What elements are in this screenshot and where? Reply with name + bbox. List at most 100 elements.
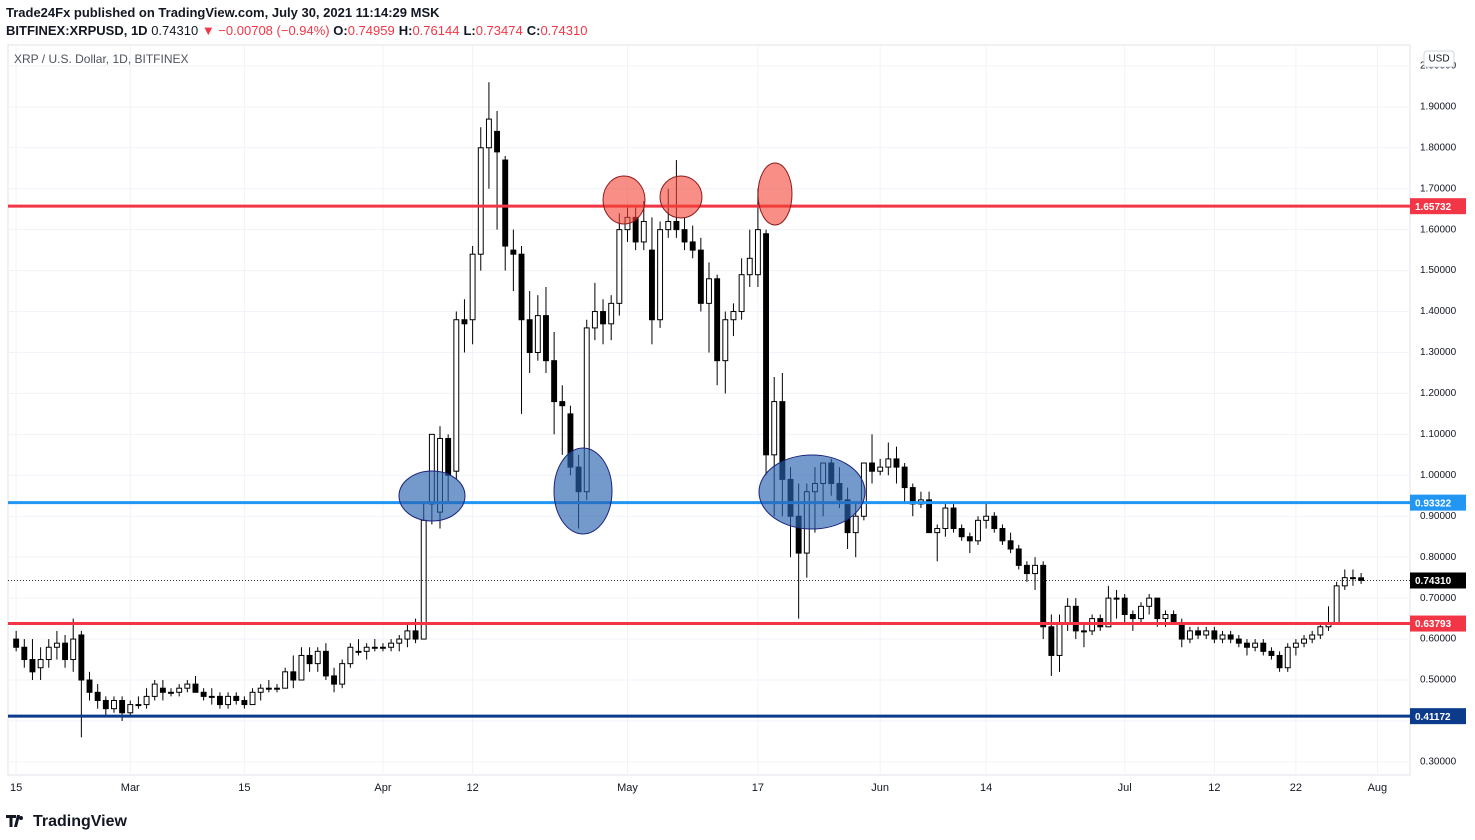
top-marker bbox=[659, 175, 703, 219]
last-price-tag bbox=[1410, 572, 1466, 589]
candle-body bbox=[461, 319, 468, 325]
candle-body bbox=[926, 499, 933, 534]
candle-body bbox=[1040, 564, 1047, 628]
x-tick-label: 12 bbox=[1208, 782, 1220, 794]
candle-body bbox=[1268, 650, 1275, 656]
candle-body bbox=[13, 638, 20, 648]
candle-body bbox=[510, 249, 517, 255]
candle-body bbox=[1048, 626, 1055, 656]
ohlc-value: 0.74959 bbox=[347, 23, 395, 38]
y-tick-label: 1.20000 bbox=[1420, 388, 1457, 399]
candle-body bbox=[877, 466, 884, 472]
level-tag bbox=[1410, 708, 1466, 725]
candle-body bbox=[763, 233, 770, 456]
candle-body bbox=[380, 646, 386, 649]
y-tick-label: 1.90000 bbox=[1420, 101, 1457, 112]
candle-body bbox=[363, 646, 370, 652]
candle-body bbox=[127, 704, 134, 714]
candle-body bbox=[1244, 642, 1250, 648]
candle-body bbox=[1056, 622, 1063, 656]
candle-body bbox=[673, 220, 680, 231]
candle-body bbox=[143, 695, 150, 706]
candle-body bbox=[999, 528, 1006, 542]
candle-body bbox=[1154, 597, 1161, 620]
candle-body bbox=[1235, 638, 1242, 644]
y-tick-label: 1.00000 bbox=[1420, 470, 1457, 481]
y-tick-label: 0.90000 bbox=[1420, 511, 1457, 522]
candle-body bbox=[1301, 638, 1307, 644]
candle-body bbox=[62, 642, 69, 661]
candle-body bbox=[45, 646, 52, 661]
candle-body bbox=[600, 311, 606, 325]
candle-body bbox=[1276, 654, 1283, 669]
candle-body bbox=[29, 659, 36, 673]
x-tick-label: 12 bbox=[466, 782, 478, 794]
symbol: BITFINEX:XRPUSD, 1D bbox=[6, 23, 148, 38]
candle-body bbox=[494, 130, 501, 153]
candle-body bbox=[526, 319, 533, 353]
level-label: 1.65732 bbox=[1415, 202, 1452, 213]
candle-body bbox=[94, 691, 101, 701]
chart-title: XRP / U.S. Dollar, 1D, BITFINEX bbox=[14, 52, 189, 66]
candle-body bbox=[355, 650, 362, 653]
candle-body bbox=[1007, 540, 1014, 550]
candle-body bbox=[1121, 597, 1128, 616]
candle-body bbox=[551, 360, 558, 403]
y-tick-label: 1.70000 bbox=[1420, 183, 1457, 194]
x-tick-label: Mar bbox=[121, 782, 140, 794]
support-marker bbox=[553, 447, 613, 535]
candle-body bbox=[111, 699, 117, 710]
logo-icon bbox=[6, 815, 20, 827]
header: Trade24Fx published on TradingView.com, … bbox=[6, 4, 591, 40]
candle-body bbox=[477, 147, 484, 255]
candle-body bbox=[966, 536, 973, 542]
candle-body bbox=[322, 650, 329, 677]
level-tag bbox=[1410, 615, 1466, 632]
x-tick-label: May bbox=[617, 782, 638, 794]
candle-body bbox=[1219, 634, 1226, 640]
x-tick-label: 15 bbox=[10, 782, 22, 794]
candle-body bbox=[559, 401, 566, 407]
y-tick-label: 0.50000 bbox=[1420, 675, 1457, 686]
candle-body bbox=[21, 646, 28, 661]
candle-body bbox=[200, 691, 207, 697]
candle-body bbox=[1292, 642, 1299, 648]
candle-body bbox=[396, 638, 403, 644]
candle-body bbox=[1227, 634, 1234, 640]
logo bbox=[6, 815, 23, 827]
y-tick-label: 0.80000 bbox=[1420, 552, 1457, 563]
candle-body bbox=[1203, 630, 1210, 636]
support-marker bbox=[758, 454, 866, 530]
last-price-label: 0.74310 bbox=[1415, 576, 1452, 587]
candle-body bbox=[265, 687, 272, 690]
candle-body bbox=[371, 646, 378, 649]
candle-body bbox=[1349, 577, 1356, 580]
y-tick-label: 0.60000 bbox=[1420, 634, 1457, 645]
candle-body bbox=[306, 654, 313, 665]
candle-body bbox=[942, 507, 949, 530]
candle-body bbox=[184, 683, 191, 689]
candle-body bbox=[1252, 642, 1259, 648]
candle-body bbox=[706, 278, 712, 304]
candle-body bbox=[347, 646, 354, 665]
y-tick-label: 1.40000 bbox=[1420, 306, 1457, 317]
candle-body bbox=[689, 241, 696, 251]
candle-body bbox=[901, 466, 908, 489]
candle-body bbox=[543, 315, 549, 362]
arrow: ▼ bbox=[201, 23, 215, 38]
y-tick-label: 1.80000 bbox=[1420, 142, 1457, 153]
ohlc-key: C: bbox=[526, 23, 541, 38]
currency: USD bbox=[1428, 54, 1449, 65]
brand: TradingView bbox=[33, 813, 128, 830]
candle-body bbox=[233, 695, 240, 701]
candle-body bbox=[885, 458, 892, 468]
candle-body bbox=[640, 220, 647, 243]
candle-body bbox=[1064, 605, 1071, 624]
ohlc-key: L: bbox=[463, 23, 476, 38]
candle-body bbox=[1170, 614, 1177, 624]
candle-body bbox=[665, 220, 672, 231]
level-label: 0.63793 bbox=[1415, 619, 1452, 630]
candle-body bbox=[282, 671, 289, 689]
candle-body bbox=[1138, 605, 1144, 620]
candle-body bbox=[216, 695, 223, 706]
